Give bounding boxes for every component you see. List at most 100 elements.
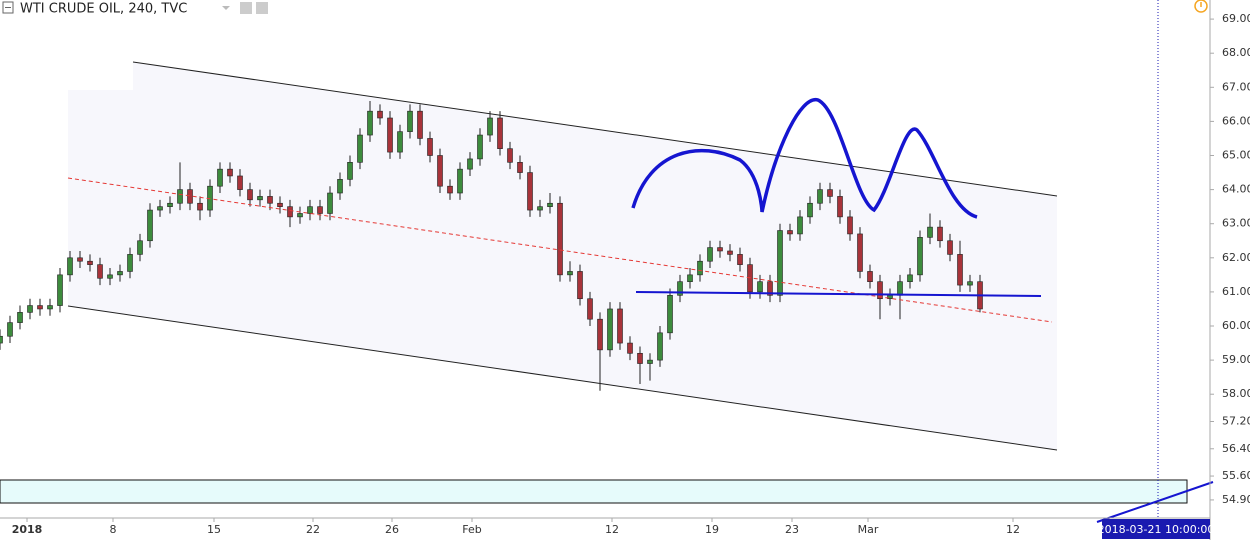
candle-body: [357, 134, 363, 163]
candle-body: [307, 206, 313, 214]
candle-body: [417, 110, 423, 139]
candle-body: [467, 158, 473, 170]
candle-body: [367, 110, 373, 136]
candle-body: [847, 216, 853, 235]
candle-body: [767, 281, 773, 296]
settings-button[interactable]: [240, 2, 252, 14]
candle-body: [877, 281, 883, 300]
candle-body: [677, 281, 683, 296]
cursor-label-box: [1102, 519, 1210, 539]
candle-body: [967, 281, 973, 286]
candle-body: [487, 117, 493, 136]
candle-body: [817, 189, 823, 204]
candle-body: [617, 308, 623, 344]
y-tick-label: 68.00: [1222, 46, 1250, 59]
candle-body: [237, 175, 243, 190]
candle-body: [637, 352, 643, 364]
candle-body: [317, 206, 323, 214]
dropdown-arrow[interactable]: [222, 6, 230, 10]
x-tick-label: 26: [385, 523, 399, 536]
y-tick-label: 69.00: [1222, 12, 1250, 25]
channel-top: [132, 61, 1058, 197]
candle-body: [457, 168, 463, 194]
candle-body: [267, 196, 273, 204]
candle-body: [447, 185, 453, 194]
y-tick-label: 66.00: [1222, 114, 1250, 127]
candle-body: [347, 162, 353, 180]
candle-body: [17, 312, 23, 323]
candle-body: [527, 172, 533, 211]
y-tick-label: 54.90: [1222, 493, 1250, 506]
candle-body: [327, 192, 333, 214]
candle-body: [557, 202, 563, 276]
candle-body: [507, 148, 513, 163]
candle-body: [937, 226, 943, 242]
x-tick-label: Mar: [858, 523, 879, 536]
candle-body: [47, 305, 53, 310]
candle-body: [777, 230, 783, 296]
candle-body: [147, 209, 153, 242]
candle-body: [807, 202, 813, 218]
plot-area: [0, 100, 983, 391]
y-tick-label: 67.00: [1222, 80, 1250, 93]
candle-body: [297, 213, 303, 218]
candle-body: [867, 271, 873, 282]
candle-body: [407, 110, 413, 132]
x-tick-label: 23: [785, 523, 799, 536]
y-tick-label: 55.60: [1222, 469, 1250, 482]
candle-body: [927, 226, 933, 238]
y-tick-label: 63.00: [1222, 217, 1250, 230]
candle-body: [757, 281, 763, 293]
candle-body: [947, 240, 953, 255]
candle-body: [387, 117, 393, 153]
candle-body: [917, 237, 923, 276]
candle-body: [397, 131, 403, 153]
candle-body: [0, 335, 3, 344]
trend-line: [1096, 481, 1214, 523]
candle-body: [957, 254, 963, 286]
settings-button[interactable]: [256, 2, 268, 14]
candle-body: [607, 308, 613, 351]
candle-body: [217, 168, 223, 187]
cursor-label: 2018-03-21 10:00:00: [1098, 523, 1215, 536]
candle-body: [197, 202, 203, 211]
candle-body: [517, 162, 523, 173]
channel-bottom: [67, 305, 1058, 451]
candle-body: [227, 168, 233, 177]
candle-body: [627, 342, 633, 354]
y-tick-label: 60.00: [1222, 319, 1250, 332]
candle-body: [687, 274, 693, 282]
candle-body: [257, 196, 263, 201]
candle-body: [477, 134, 483, 160]
candle-body: [537, 206, 543, 211]
x-tick-label: 2018: [12, 523, 43, 536]
candle-body: [127, 254, 133, 272]
x-tick-label: 15: [207, 523, 221, 536]
candle-body: [187, 189, 193, 204]
candle-body: [787, 230, 793, 235]
candle-body: [157, 206, 163, 211]
x-tick-label: 19: [705, 523, 719, 536]
candle-body: [337, 179, 343, 194]
candle-body: [717, 247, 723, 252]
candle-body: [567, 271, 573, 276]
pattern-sketch: [631, 98, 978, 219]
candle-body: [117, 271, 123, 276]
candle-body: [497, 117, 503, 149]
candle-body: [577, 271, 583, 300]
x-tick-label: 12: [1006, 523, 1020, 536]
candle-body: [587, 298, 593, 320]
warning-icon[interactable]: [1194, 0, 1208, 13]
candle-body: [647, 359, 653, 364]
collapse-icon[interactable]: [2, 1, 14, 14]
y-tick-label: 61.00: [1222, 285, 1250, 298]
candle-body: [657, 332, 663, 361]
candle-body: [727, 250, 733, 255]
y-tick-label: 64.00: [1222, 183, 1250, 196]
channel-mid: [67, 177, 1053, 323]
candle-body: [377, 110, 383, 119]
neckline: [635, 291, 1042, 297]
candle-body: [247, 189, 253, 201]
y-axis-labels: 69.00 68.00 67.00 66.00 65.00 64.00 63.00 62.00…: [1210, 12, 1250, 506]
x-tick-label: 12: [605, 523, 619, 536]
